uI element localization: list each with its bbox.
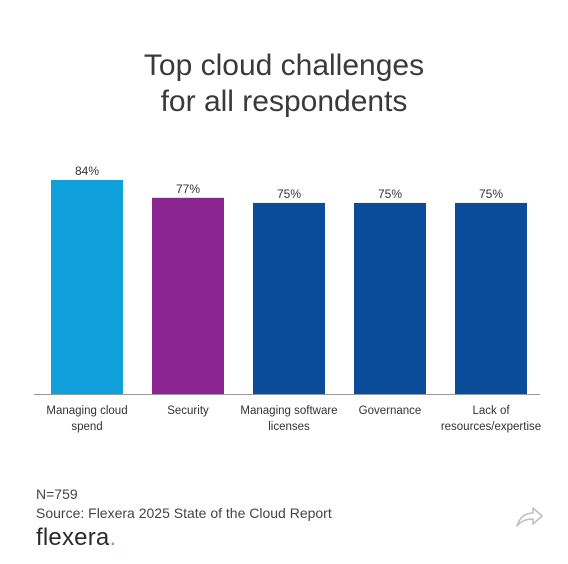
- source-note: Source: Flexera 2025 State of the Cloud …: [36, 505, 332, 521]
- category-label-5-line-1: Lack of: [472, 405, 510, 417]
- chart-title-line-1: Top cloud challenges: [143, 49, 425, 82]
- bar-chart: 84% Managing cloud spend 77% Security 75% Mana…: [34, 164, 541, 433]
- sample-size-note: N=759: [36, 486, 78, 502]
- brand-name: flexera: [36, 524, 110, 551]
- category-label-1-line-2: spend: [71, 421, 102, 433]
- category-label-3-line-2: licenses: [268, 421, 310, 433]
- chart-title-line-2: for all respondents: [160, 85, 408, 118]
- category-label-3-line-1: Managing software: [240, 405, 337, 417]
- category-label-5-line-2: resources/expertise: [441, 421, 541, 433]
- flexera-logo: flexera.: [36, 524, 116, 552]
- category-label-4-line-1: Governance: [359, 405, 422, 417]
- bar-2: [152, 197, 224, 394]
- bar-5: [455, 202, 527, 394]
- category-label-1-line-1: Managing cloud: [46, 405, 127, 417]
- category-label-2-line-1: Security: [167, 405, 209, 417]
- chart-title: Top cloud challenges for all respondents: [0, 48, 568, 120]
- bar-4: [354, 202, 426, 394]
- share-arrow-icon[interactable]: [514, 504, 544, 530]
- bar-3: [253, 202, 325, 394]
- data-label-2: 77%: [176, 182, 200, 196]
- data-label-1: 84%: [75, 164, 99, 178]
- brand-dot: .: [109, 524, 117, 551]
- data-label-5: 75%: [479, 187, 503, 201]
- data-label-3: 75%: [277, 187, 301, 201]
- bar-1: [51, 180, 123, 394]
- data-label-4: 75%: [378, 187, 402, 201]
